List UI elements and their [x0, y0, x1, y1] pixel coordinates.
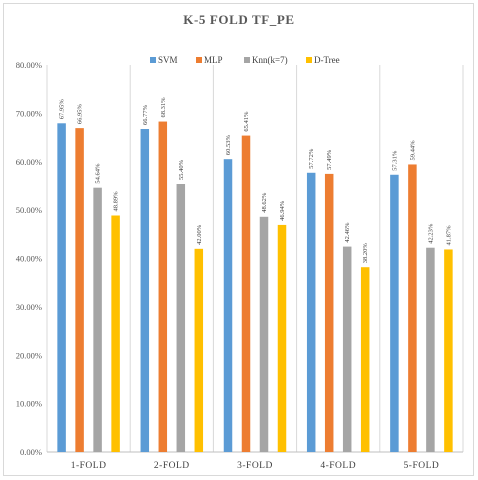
- bar: [259, 216, 269, 452]
- bar: [408, 164, 417, 453]
- data-label: 54.64%: [95, 163, 102, 184]
- bar: [277, 224, 287, 452]
- y-tick-label: 10.00%: [16, 399, 42, 409]
- y-tick-label: 50.00%: [16, 205, 42, 215]
- x-tick-label: 5-FOLD: [404, 461, 440, 471]
- data-label: 68.31%: [160, 97, 167, 118]
- bar: [140, 129, 150, 452]
- y-tick-label: 20.00%: [16, 350, 42, 360]
- data-label: 67.95%: [59, 99, 66, 120]
- data-label: 65.41%: [243, 111, 250, 132]
- data-label: 48.89%: [113, 191, 120, 212]
- legend-label: D-Tree: [314, 55, 340, 65]
- x-tick-label: 4-FOLD: [320, 461, 356, 471]
- y-tick-label: 0.00%: [20, 447, 42, 457]
- data-label: 57.31%: [391, 150, 398, 171]
- category-gridlines: [46, 65, 464, 453]
- legend: SVM MLP Knn(k=7) D-Tree: [150, 55, 340, 65]
- bar: [390, 174, 399, 452]
- y-axis: 0.00% 10.00% 20.00% 30.00% 40.00% 50.00% 60.00…: [16, 60, 42, 457]
- legend-label: Knn(k=7): [252, 55, 288, 65]
- bar: [57, 123, 66, 453]
- data-label: 66.77%: [142, 104, 149, 125]
- x-tick-label: 1-FOLD: [71, 461, 107, 471]
- y-tick-label: 70.00%: [16, 108, 42, 118]
- bar: [223, 159, 233, 452]
- data-label: 42.00%: [196, 224, 203, 245]
- y-tick-label: 80.00%: [16, 60, 42, 70]
- data-label: 46.94%: [279, 200, 286, 221]
- bar: [342, 246, 352, 452]
- legend-swatch: [306, 57, 312, 63]
- bar: [306, 172, 316, 453]
- data-label: 42.46%: [344, 222, 351, 243]
- data-label: 48.62%: [261, 192, 268, 213]
- y-tick-label: 30.00%: [16, 302, 42, 312]
- data-label: 60.53%: [225, 135, 232, 156]
- y-tick-label: 40.00%: [16, 254, 42, 264]
- bar: [444, 249, 453, 452]
- data-label: 38.20%: [362, 243, 369, 264]
- legend-label: MLP: [204, 55, 223, 65]
- bar: [75, 128, 84, 452]
- data-label: 57.49%: [326, 149, 333, 170]
- data-labels-group: 67.95% 66.95% 54.64% 48.89% 66.77% 68.31% 55.4…: [59, 97, 453, 263]
- bar: [324, 173, 334, 452]
- data-label: 55.40%: [178, 159, 185, 180]
- bar: [158, 121, 168, 452]
- data-label: 41.87%: [445, 225, 452, 246]
- data-label: 57.72%: [308, 148, 315, 169]
- x-axis: 1-FOLD 2-FOLD 3-FOLD 4-FOLD 5-FOLD: [71, 461, 440, 471]
- bars-group: [57, 121, 453, 453]
- data-label: 66.95%: [77, 104, 84, 125]
- legend-swatch: [244, 57, 250, 63]
- bar: [93, 187, 102, 452]
- data-label: 59.44%: [409, 140, 416, 161]
- bar: [111, 215, 120, 452]
- bar: [241, 135, 251, 452]
- y-tick-label: 60.00%: [16, 157, 42, 167]
- chart-title: K-5 FOLD TF_PE: [183, 12, 294, 27]
- legend-swatch: [196, 57, 202, 63]
- legend-label: SVM: [158, 55, 178, 65]
- legend-swatch: [150, 57, 156, 63]
- data-label: 42.23%: [427, 223, 434, 244]
- bar: [426, 247, 435, 452]
- bar: [194, 248, 204, 452]
- x-tick-label: 3-FOLD: [237, 461, 273, 471]
- bar: [176, 184, 186, 452]
- bar: [360, 267, 370, 452]
- x-tick-label: 2-FOLD: [154, 461, 190, 471]
